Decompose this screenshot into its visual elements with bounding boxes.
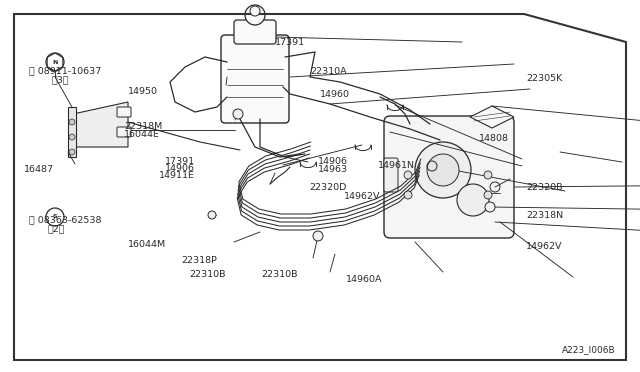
Circle shape <box>69 134 75 140</box>
Circle shape <box>457 184 489 216</box>
Circle shape <box>415 142 471 198</box>
Text: 22310A: 22310A <box>310 67 347 76</box>
Circle shape <box>485 202 495 212</box>
Text: S: S <box>52 215 58 219</box>
Text: 14962V: 14962V <box>526 242 563 251</box>
Text: 14906: 14906 <box>165 164 195 173</box>
Polygon shape <box>68 107 76 157</box>
Polygon shape <box>470 106 514 128</box>
Circle shape <box>69 149 75 155</box>
Circle shape <box>250 6 260 16</box>
FancyBboxPatch shape <box>221 35 289 123</box>
Text: 14962V: 14962V <box>344 192 381 201</box>
Text: N: N <box>52 60 58 64</box>
Text: 16044E: 16044E <box>124 130 160 139</box>
Text: 14963: 14963 <box>317 165 348 174</box>
Text: A223_l006B: A223_l006B <box>563 345 616 354</box>
Text: Ⓢ 08363-62538: Ⓢ 08363-62538 <box>29 216 101 225</box>
Text: ⓝ 08911-10637: ⓝ 08911-10637 <box>29 66 101 75</box>
Text: 16487: 16487 <box>24 165 54 174</box>
Text: 22310B: 22310B <box>189 270 226 279</box>
Circle shape <box>484 171 492 179</box>
Circle shape <box>313 231 323 241</box>
Text: （2）: （2） <box>48 224 65 233</box>
Circle shape <box>46 53 64 71</box>
Circle shape <box>233 109 243 119</box>
Text: 22318M: 22318M <box>124 122 163 131</box>
Polygon shape <box>73 102 128 147</box>
Circle shape <box>404 191 412 199</box>
Text: 14961N: 14961N <box>378 161 415 170</box>
Text: 14808: 14808 <box>479 134 509 143</box>
Text: 22310B: 22310B <box>261 270 298 279</box>
Text: 14960: 14960 <box>320 90 350 99</box>
Text: 22318P: 22318P <box>182 256 218 265</box>
Circle shape <box>46 208 64 226</box>
Text: 14911E: 14911E <box>159 171 195 180</box>
FancyBboxPatch shape <box>384 116 514 238</box>
Circle shape <box>245 5 265 25</box>
Text: 14906: 14906 <box>317 157 348 166</box>
Text: 14950: 14950 <box>128 87 158 96</box>
Text: 14960A: 14960A <box>346 275 382 283</box>
Circle shape <box>69 119 75 125</box>
Circle shape <box>208 211 216 219</box>
Text: 22318N: 22318N <box>526 211 563 220</box>
Text: 22305K: 22305K <box>526 74 563 83</box>
FancyBboxPatch shape <box>117 127 131 137</box>
Text: （3）: （3） <box>51 76 69 84</box>
FancyBboxPatch shape <box>384 158 398 192</box>
FancyBboxPatch shape <box>234 20 276 44</box>
Text: 17391: 17391 <box>165 157 195 166</box>
Text: 22320B: 22320B <box>526 183 563 192</box>
Text: 17391: 17391 <box>275 38 305 47</box>
Text: 16044M: 16044M <box>128 240 166 249</box>
Circle shape <box>404 171 412 179</box>
Text: 22320D: 22320D <box>310 183 347 192</box>
Circle shape <box>427 154 459 186</box>
Circle shape <box>484 191 492 199</box>
FancyBboxPatch shape <box>117 107 131 117</box>
